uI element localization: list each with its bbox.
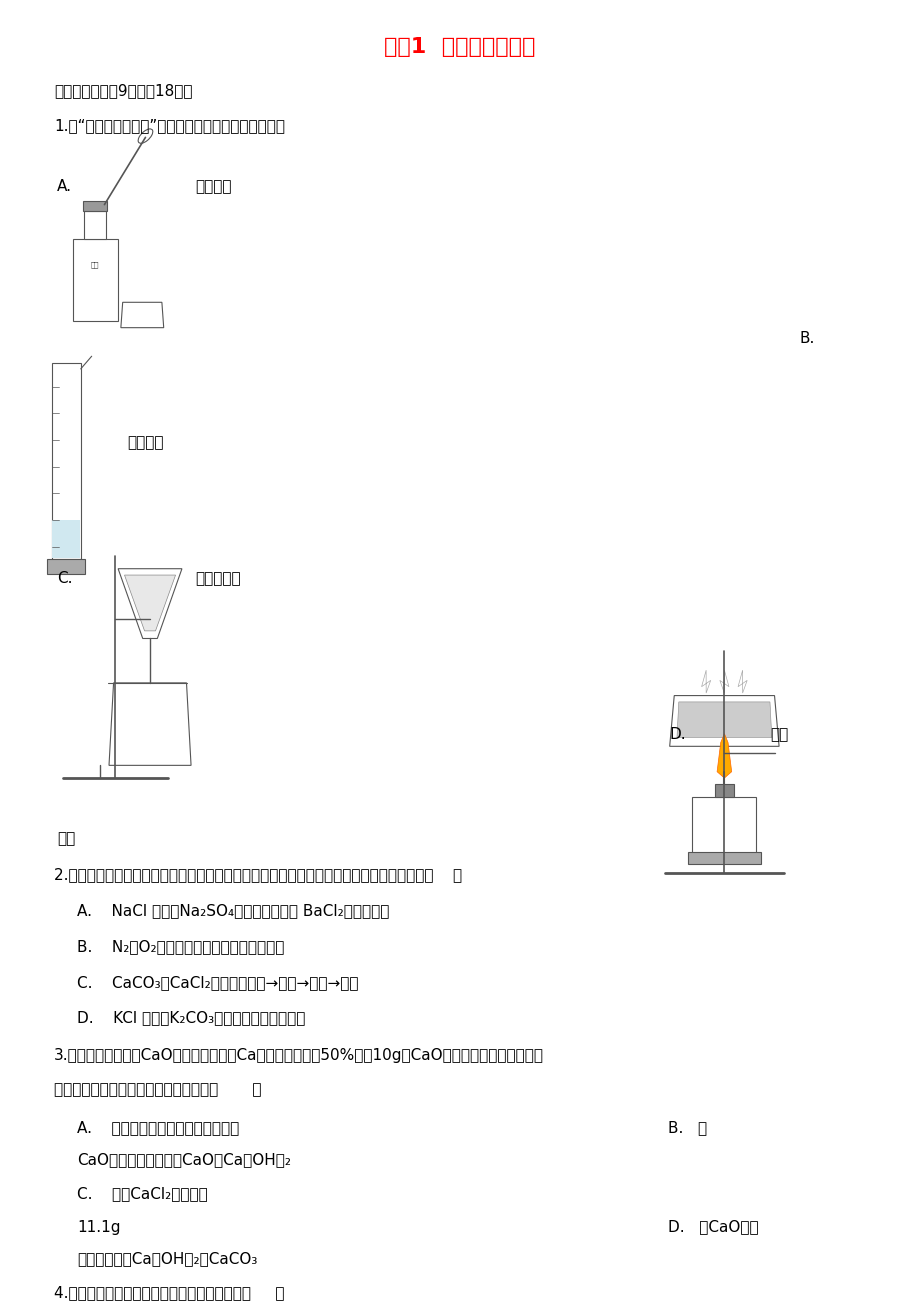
Text: 滤液: 滤液 bbox=[57, 831, 75, 846]
Text: A.    NaCl 溶液（Na₂SO₄）：加入过量的 BaCl₂溶液，过滤: A. NaCl 溶液（Na₂SO₄）：加入过量的 BaCl₂溶液，过滤 bbox=[77, 904, 389, 919]
Bar bbox=[51, 362, 81, 559]
Text: 溶解粗盐: 溶解粗盐 bbox=[127, 435, 164, 450]
Text: D.    KCl 溶液（K₂CO₃）：加入适量的稀盐酸: D. KCl 溶液（K₂CO₃）：加入适量的稀盐酸 bbox=[77, 1010, 305, 1025]
Polygon shape bbox=[716, 733, 731, 779]
Text: 4.下列图像不能正确反映其对应实验操作的是（     ）: 4.下列图像不能正确反映其对应实验操作的是（ ） bbox=[54, 1285, 285, 1301]
Text: 过滤粗盐水: 过滤粗盐水 bbox=[196, 572, 241, 586]
Polygon shape bbox=[118, 569, 182, 638]
Text: 蒸干: 蒸干 bbox=[769, 728, 788, 742]
Text: A.: A. bbox=[57, 180, 72, 194]
Bar bbox=[84, 201, 108, 211]
Text: 粗盐: 粗盐 bbox=[91, 260, 99, 267]
Text: 的成分可能是Ca（OH）₂和CaCO₃: 的成分可能是Ca（OH）₂和CaCO₃ bbox=[77, 1251, 257, 1267]
Text: D.: D. bbox=[669, 728, 686, 742]
Bar bbox=[85, 211, 107, 238]
Polygon shape bbox=[120, 302, 164, 328]
Text: 量稀盐酸使其完全溶解。正确的说法是（       ）: 量稀盐酸使其完全溶解。正确的说法是（ ） bbox=[54, 1082, 262, 1098]
Text: 3.某露置于空气中的CaO固体，测得其中Ca元素质量分数为50%，取10g该CaO固体样品，向其中加入足: 3.某露置于空气中的CaO固体，测得其中Ca元素质量分数为50%，取10g该Ca… bbox=[54, 1048, 544, 1064]
Text: CaO样品的成分可能是CaO和Ca（OH）₂: CaO样品的成分可能是CaO和Ca（OH）₂ bbox=[77, 1152, 290, 1168]
Polygon shape bbox=[669, 695, 778, 746]
Bar bbox=[714, 784, 732, 797]
Polygon shape bbox=[676, 702, 771, 737]
Bar bbox=[687, 852, 760, 865]
Bar bbox=[73, 238, 118, 322]
Polygon shape bbox=[108, 682, 191, 766]
Bar bbox=[47, 559, 85, 574]
Bar bbox=[692, 797, 755, 854]
Polygon shape bbox=[124, 575, 176, 631]
Text: A.    加入稀盐酸后一定没有气泡产生: A. 加入稀盐酸后一定没有气泡产生 bbox=[77, 1121, 239, 1135]
Text: B.   该: B. 该 bbox=[667, 1121, 706, 1135]
Text: D.   该CaO样品: D. 该CaO样品 bbox=[667, 1220, 757, 1234]
Text: C.    CaCO₃（CaCl₂）：加水溶解→过滤→洗涤→干燥: C. CaCO₃（CaCl₂）：加水溶解→过滤→洗涤→干燥 bbox=[77, 975, 358, 990]
Bar bbox=[52, 519, 80, 559]
Text: 11.1g: 11.1g bbox=[77, 1220, 120, 1234]
Text: 取用粗盐: 取用粗盐 bbox=[196, 180, 232, 194]
Text: 课题1  生活中常见的盐: 课题1 生活中常见的盐 bbox=[384, 38, 535, 57]
Text: C.: C. bbox=[57, 572, 73, 586]
Text: B.    N₂（O₂）：将气体缓缓通过灼热的铜网: B. N₂（O₂）：将气体缓缓通过灼热的铜网 bbox=[77, 939, 284, 954]
Text: C.    生成CaCl₂的质量为: C. 生成CaCl₂的质量为 bbox=[77, 1186, 208, 1202]
Text: B.: B. bbox=[799, 332, 813, 346]
Ellipse shape bbox=[138, 129, 153, 143]
Text: 一、单选题（共9题；共18分）: 一、单选题（共9题；共18分） bbox=[54, 83, 193, 98]
Text: 2.要除去下列物质中的少量杂质（括号内物质为杂质），下列实验方案设计中，不合理的是（    ）: 2.要除去下列物质中的少量杂质（括号内物质为杂质），下列实验方案设计中，不合理的… bbox=[54, 867, 462, 881]
Text: 1.在“粗盐的初步提纯”实验中，下列操作正确的是（）: 1.在“粗盐的初步提纯”实验中，下列操作正确的是（） bbox=[54, 118, 285, 133]
